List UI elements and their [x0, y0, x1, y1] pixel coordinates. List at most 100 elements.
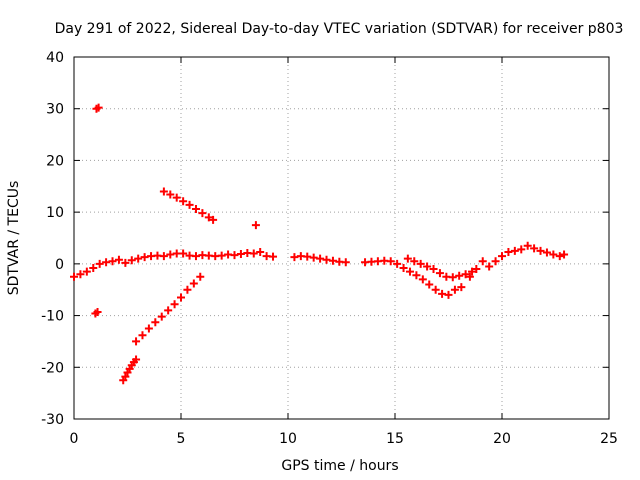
data-point	[189, 279, 198, 288]
data-point	[444, 290, 453, 299]
data-point	[290, 253, 299, 262]
x-tick-label: 5	[177, 431, 186, 447]
data-point	[251, 221, 260, 230]
data-point	[217, 251, 226, 260]
series-main-band	[70, 247, 278, 281]
data-point	[461, 270, 470, 279]
data-point	[151, 318, 160, 327]
data-point	[328, 256, 337, 265]
data-point	[504, 247, 513, 256]
data-points	[70, 103, 569, 385]
data-point	[70, 272, 78, 281]
data-point	[517, 245, 526, 254]
data-point	[410, 257, 419, 266]
data-point	[303, 252, 312, 261]
y-tick-label: 40	[46, 50, 64, 66]
data-point	[166, 190, 175, 199]
data-point	[121, 258, 130, 267]
data-point	[159, 187, 168, 196]
series-steep-segment-2-3-2-9-h	[119, 355, 141, 385]
data-point	[416, 259, 425, 268]
data-point	[316, 254, 325, 263]
data-point	[438, 289, 447, 298]
axis-ticks	[73, 56, 610, 420]
data-point	[472, 265, 481, 274]
x-axis-label: GPS time / hours	[281, 458, 398, 474]
data-point	[455, 271, 464, 280]
data-point	[542, 248, 551, 257]
data-point	[185, 200, 194, 209]
data-point	[450, 285, 459, 294]
data-point	[159, 252, 168, 261]
y-tick-label: -20	[41, 360, 64, 376]
data-point	[230, 251, 239, 260]
y-tick-label: 20	[46, 153, 64, 169]
series-segment-13-5-18-h	[361, 256, 466, 299]
x-tick-label: 20	[493, 431, 511, 447]
data-point	[465, 272, 474, 281]
data-point	[164, 306, 173, 315]
data-point	[108, 257, 117, 266]
series-rising-arc-2-9-5-9-h	[132, 272, 205, 346]
y-tick-label: 0	[55, 257, 64, 273]
data-point	[82, 267, 91, 276]
data-point	[140, 253, 149, 262]
chart-title: Day 291 of 2022, Sidereal Day-to-day VTE…	[55, 21, 624, 37]
data-point	[204, 213, 213, 222]
data-point	[560, 250, 569, 259]
data-point	[236, 250, 245, 259]
series-segment-15-5-18-6-h-upper	[403, 254, 477, 282]
data-point	[144, 324, 153, 333]
x-tick-label: 0	[70, 431, 79, 447]
data-point	[132, 337, 141, 346]
data-point	[127, 256, 136, 265]
data-point	[132, 355, 141, 364]
axis-tick-labels: 0 5 10 15 20 25 -30 -20 -10 0 10 20 30 40	[41, 50, 618, 447]
data-point	[448, 273, 457, 282]
x-tick-label: 25	[600, 431, 618, 447]
data-point	[179, 249, 188, 258]
data-point	[191, 205, 200, 214]
data-point	[179, 197, 188, 206]
data-point	[93, 307, 102, 316]
series-segment-10-12-5-h	[290, 252, 350, 267]
data-point	[491, 257, 500, 266]
data-point	[157, 312, 166, 321]
data-point	[478, 257, 487, 266]
data-point	[94, 103, 103, 112]
data-point	[309, 253, 318, 262]
data-point	[418, 275, 427, 284]
y-tick-label: 30	[46, 102, 64, 118]
y-axis-label: SDTVAR / TECUs	[6, 181, 22, 296]
data-point	[423, 262, 432, 271]
y-tick-label: -10	[41, 309, 64, 325]
data-point	[134, 254, 143, 263]
data-point	[138, 331, 147, 340]
data-point	[269, 252, 278, 261]
data-point	[530, 244, 539, 253]
series-descending-arc-4-2-6-5-h	[159, 187, 218, 224]
data-point	[183, 285, 192, 294]
data-point	[485, 262, 494, 271]
data-point	[549, 250, 558, 259]
data-point	[403, 254, 412, 263]
data-point	[435, 269, 444, 278]
data-point	[457, 283, 466, 292]
x-tick-label: 10	[279, 431, 297, 447]
data-point	[95, 259, 104, 268]
series-segment-18-5-22-9-h	[465, 241, 569, 281]
data-point	[555, 252, 564, 261]
data-point	[172, 193, 181, 202]
y-tick-label: -30	[41, 412, 64, 428]
data-point	[121, 372, 130, 381]
data-point	[198, 209, 207, 218]
data-point	[468, 267, 477, 276]
data-point	[536, 246, 545, 255]
plot-area-border	[73, 56, 610, 420]
data-point	[405, 267, 414, 276]
data-point	[196, 272, 205, 281]
data-point	[114, 255, 123, 264]
data-point	[170, 300, 179, 309]
data-point	[425, 280, 434, 289]
data-point	[322, 255, 331, 264]
